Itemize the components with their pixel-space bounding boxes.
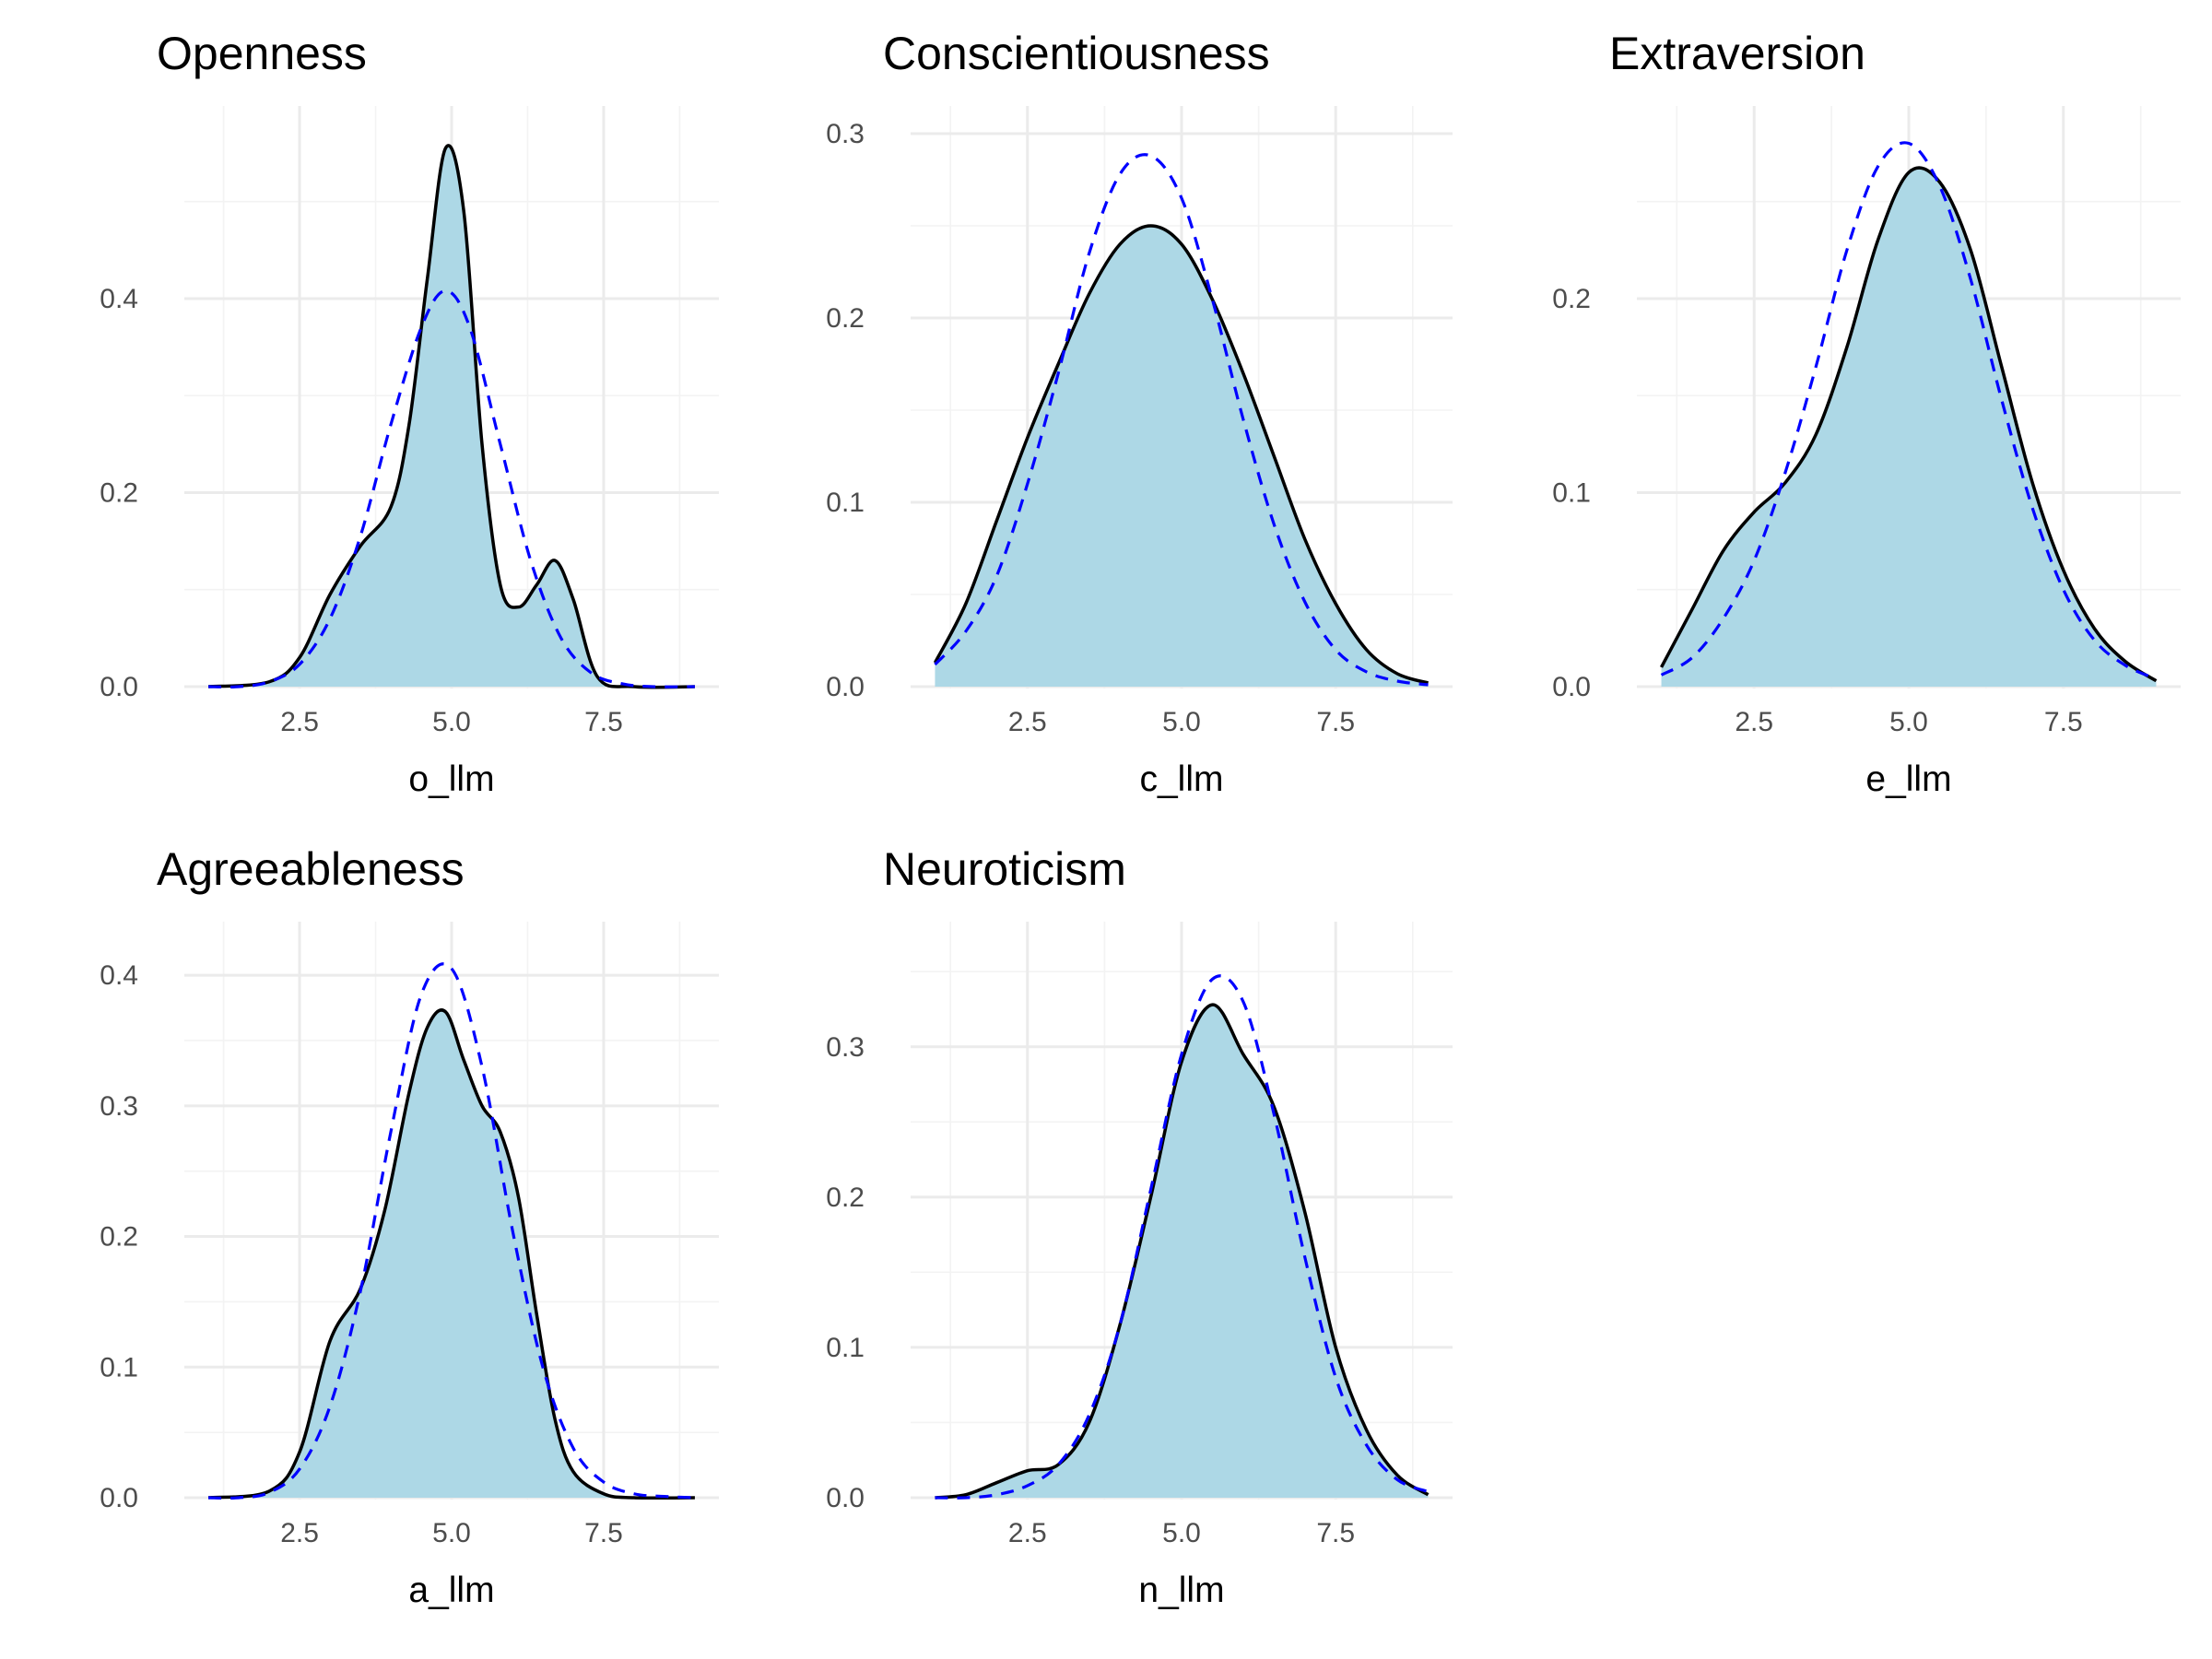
y-tick-label: 0.1 bbox=[826, 488, 865, 518]
x-tick-label: 2.5 bbox=[280, 1518, 319, 1548]
x-axis-title: c_llm bbox=[1139, 759, 1223, 799]
x-tick-label: 2.5 bbox=[1008, 707, 1047, 737]
y-tick-label: 0.3 bbox=[826, 1032, 865, 1063]
density-curve bbox=[935, 1003, 1430, 1500]
y-tick-label: 0.4 bbox=[100, 960, 138, 991]
x-axis-title: n_llm bbox=[1138, 1571, 1224, 1610]
y-tick-label: 0.2 bbox=[100, 1222, 138, 1253]
x-tick-label: 5.0 bbox=[432, 707, 471, 737]
x-axis-title: o_llm bbox=[408, 759, 494, 799]
panel-conscientiousness: 0.0 0.1 0.2 0.3 2.5 5.0 7.5 c_llm Conscientiousn… bbox=[826, 28, 1453, 799]
y-tick-label: 0.1 bbox=[826, 1333, 865, 1363]
x-tick-label: 7.5 bbox=[2044, 707, 2083, 737]
density-area bbox=[208, 1009, 695, 1499]
x-tick-label: 5.0 bbox=[1889, 707, 1928, 737]
panel-agreeableness: 0.0 0.1 0.2 0.3 0.4 2.5 5.0 7.5 a_llm Agreeablene… bbox=[100, 843, 719, 1610]
density-curve bbox=[933, 224, 1430, 685]
y-tick-label: 0.0 bbox=[100, 672, 138, 702]
x-tick-label: 2.5 bbox=[1735, 707, 1773, 737]
x-tick-label: 5.0 bbox=[432, 1518, 471, 1548]
density-curve bbox=[207, 144, 695, 689]
x-tick-label: 2.5 bbox=[280, 707, 319, 737]
y-tick-label: 0.4 bbox=[100, 284, 138, 314]
y-tick-label: 0.2 bbox=[100, 477, 138, 508]
y-tick-label: 0.1 bbox=[1552, 477, 1591, 508]
x-tick-label: 7.5 bbox=[584, 707, 623, 737]
y-tick-label: 0.2 bbox=[826, 303, 865, 334]
density-curve bbox=[207, 1008, 695, 1500]
density-area bbox=[1661, 168, 2157, 688]
x-axis-title: a_llm bbox=[408, 1571, 494, 1610]
x-tick-label: 5.0 bbox=[1162, 1518, 1201, 1548]
panel-title: Extraversion bbox=[1609, 28, 1865, 79]
x-tick-label: 7.5 bbox=[1316, 1518, 1355, 1548]
panel-title: Conscientiousness bbox=[883, 28, 1270, 79]
density-area bbox=[208, 145, 695, 688]
panel-title: Agreeableness bbox=[157, 843, 465, 895]
y-tick-label: 0.0 bbox=[100, 1483, 138, 1513]
density-area bbox=[935, 226, 1429, 687]
y-tick-label: 0.1 bbox=[100, 1352, 138, 1382]
panel-extraversion: 0.0 0.1 0.2 2.5 5.0 7.5 e_llm Extraversion bbox=[1552, 28, 2181, 799]
x-tick-label: 7.5 bbox=[1316, 707, 1355, 737]
x-tick-label: 5.0 bbox=[1162, 707, 1201, 737]
y-tick-label: 0.2 bbox=[826, 1182, 865, 1213]
normal-curve bbox=[208, 288, 695, 688]
x-axis-title: e_llm bbox=[1865, 759, 1951, 799]
panel-openness: 0.0 0.2 0.4 2.5 5.0 7.5 o_llm Openness bbox=[100, 28, 719, 799]
panel-title: Neuroticism bbox=[883, 843, 1126, 895]
normal-curve bbox=[934, 153, 1429, 687]
density-area bbox=[935, 1005, 1429, 1498]
normal-curve bbox=[208, 962, 695, 1500]
y-tick-label: 0.0 bbox=[826, 672, 865, 702]
panel-title: Openness bbox=[157, 28, 367, 79]
y-tick-label: 0.0 bbox=[1552, 672, 1591, 702]
x-tick-label: 7.5 bbox=[584, 1518, 623, 1548]
density-curve bbox=[1660, 166, 2158, 683]
y-tick-label: 0.3 bbox=[100, 1091, 138, 1122]
normal-curve bbox=[935, 974, 1430, 1500]
y-tick-label: 0.0 bbox=[826, 1483, 865, 1513]
y-tick-label: 0.2 bbox=[1552, 284, 1591, 314]
normal-curve bbox=[1660, 141, 2158, 681]
panel-neuroticism: 0.0 0.1 0.2 0.3 2.5 5.0 7.5 n_llm Neuroticism bbox=[826, 843, 1453, 1610]
x-tick-label: 2.5 bbox=[1008, 1518, 1047, 1548]
y-tick-label: 0.3 bbox=[826, 119, 865, 149]
